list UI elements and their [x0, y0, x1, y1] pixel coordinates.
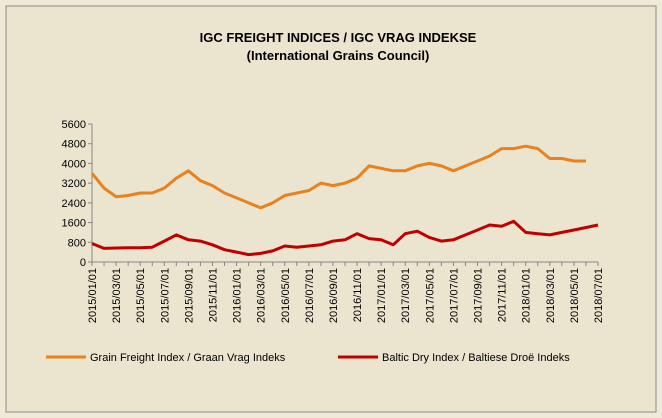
series-line	[91, 219, 599, 257]
y-tick-label: 800	[68, 237, 86, 249]
x-tick-label: 2015/05/01	[135, 268, 147, 323]
x-tick-label: 2016/05/01	[280, 268, 292, 323]
x-tick-label: 2018/07/01	[593, 268, 605, 323]
x-tick-label: 2017/01/01	[376, 268, 388, 323]
y-tick-label: 4800	[62, 139, 86, 151]
y-tick-label: 4000	[62, 158, 86, 170]
x-tick-label: 2017/09/01	[473, 268, 485, 323]
y-tick-label: 1600	[62, 218, 86, 230]
y-tick-label: 0	[80, 257, 86, 269]
x-tick-label: 2018/03/01	[545, 268, 557, 323]
legend-label: Baltic Dry Index / Baltiese Droë Indeks	[382, 352, 570, 364]
x-tick-label: 2015/09/01	[183, 268, 195, 323]
x-tick-label: 2016/09/01	[328, 268, 340, 323]
y-tick-label: 3200	[62, 178, 86, 190]
y-tick-label: 5600	[62, 119, 86, 131]
x-tick-label: 2016/11/01	[352, 268, 364, 322]
series-line	[90, 144, 586, 210]
x-tick-label: 2016/07/01	[304, 268, 316, 323]
x-tick-label: 2017/11/01	[497, 268, 509, 322]
x-tick-label: 2018/05/01	[569, 268, 581, 323]
x-tick-label: 2018/01/01	[521, 268, 533, 323]
frame	[5, 5, 657, 413]
x-tick-label: 2015/07/01	[159, 268, 171, 323]
x-tick-label: 2015/11/01	[207, 268, 219, 322]
x-tick-label: 2016/01/01	[232, 268, 244, 323]
x-tick-label: 2015/01/01	[87, 268, 99, 323]
x-tick-label: 2017/05/01	[424, 268, 436, 323]
chart-subtitle: (International Grains Council)	[247, 48, 430, 63]
y-tick-label: 2400	[62, 198, 86, 210]
chart-title: IGC FREIGHT INDICES / IGC VRAG INDEKSE	[200, 30, 477, 45]
x-tick-label: 2017/07/01	[448, 268, 460, 323]
x-tick-label: 2016/03/01	[256, 268, 268, 323]
x-tick-label: 2015/03/01	[111, 268, 123, 323]
legend-label: Grain Freight Index / Graan Vrag Indeks	[90, 352, 286, 364]
x-tick-label: 2017/03/01	[400, 268, 412, 323]
